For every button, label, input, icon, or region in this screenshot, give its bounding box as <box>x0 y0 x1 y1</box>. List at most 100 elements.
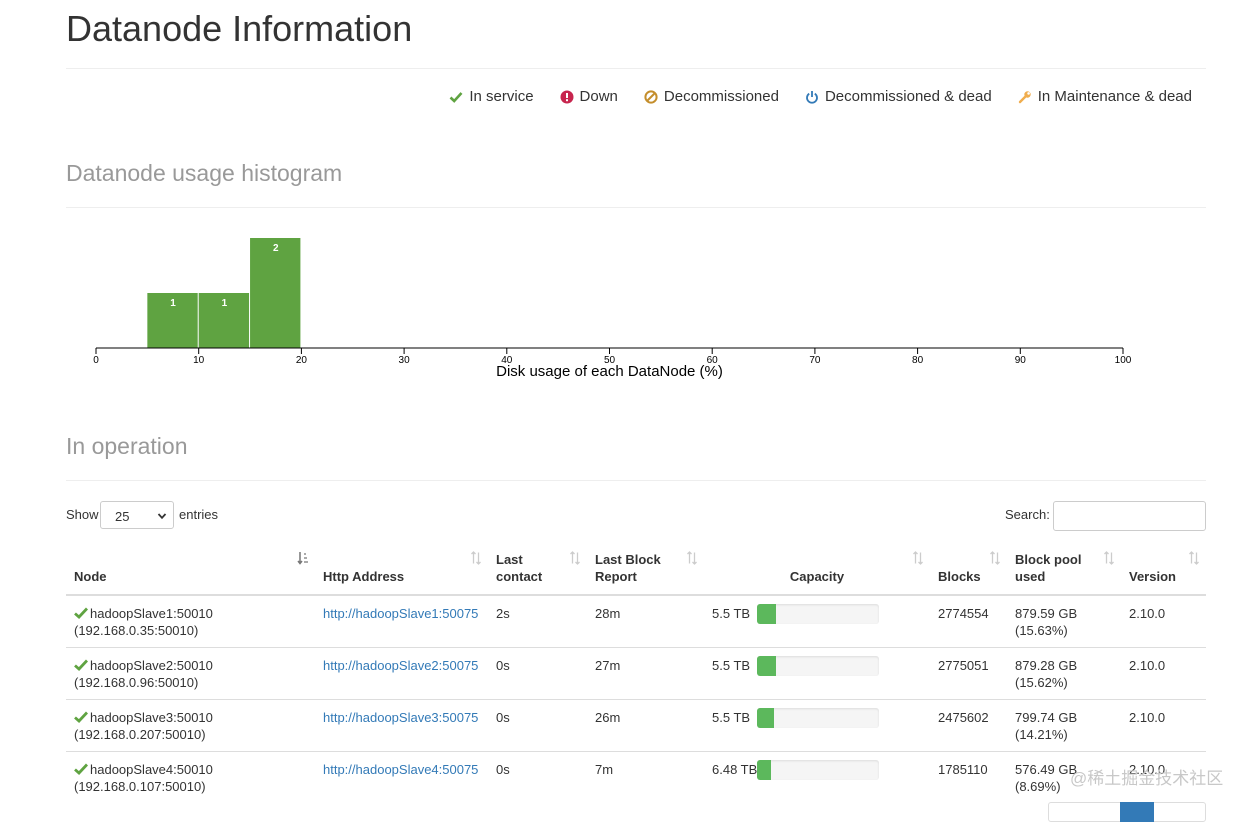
cell-blocks: 2774554 <box>930 594 1007 648</box>
wrench-icon <box>1018 90 1031 103</box>
cell-last-contact: 0s <box>488 699 587 752</box>
pool-used-value: 799.74 GB <box>1015 710 1078 725</box>
check-icon <box>74 763 88 775</box>
capacity-value: 6.48 TB <box>712 762 758 777</box>
http-address-link[interactable]: http://hadoopSlave4:50075 <box>323 762 479 777</box>
check-icon <box>74 659 88 671</box>
column-header-node[interactable]: Node <box>66 543 315 596</box>
capacity-value: 5.5 TB <box>712 606 751 621</box>
capacity-bar <box>757 760 879 780</box>
cell-last-block-report: 26m <box>587 699 704 752</box>
column-label: Node <box>74 569 107 584</box>
search-label: Search: <box>1005 507 1050 522</box>
cell-last-contact: 2s <box>488 594 587 648</box>
sort-icon <box>471 551 481 565</box>
x-axis-tick-label: 60 <box>707 355 719 366</box>
capacity-value: 5.5 TB <box>712 658 751 673</box>
page-title: Datanode Information <box>66 8 413 49</box>
cell-last-block-report: 7m <box>587 751 704 803</box>
table-row: hadoopSlave1:50010 (192.168.0.35:50010) ht… <box>66 594 1206 648</box>
table-row: hadoopSlave3:50010 (192.168.0.207:50010) h… <box>66 699 1206 752</box>
node-name: hadoopSlave2:50010 <box>90 658 213 673</box>
histogram-bar <box>250 238 301 348</box>
legend-label: Down <box>579 88 618 105</box>
cell-node: hadoopSlave4:50010 (192.168.0.107:50010) <box>66 751 315 803</box>
table-row: hadoopSlave2:50010 (192.168.0.96:50010) ht… <box>66 647 1206 700</box>
legend-label: In Maintenance & dead <box>1037 88 1192 105</box>
cell-node: hadoopSlave2:50010 (192.168.0.96:50010) <box>66 647 315 700</box>
legend-label: Decommissioned <box>663 88 779 105</box>
legend-down: Down <box>560 88 618 105</box>
cell-version: 2.10.0 <box>1121 751 1206 803</box>
node-ip: (192.168.0.35:50010) <box>74 623 199 638</box>
sort-icon <box>570 551 580 565</box>
column-header-last-block-report[interactable]: Last Block Report <box>587 543 704 596</box>
column-header-block-pool-used[interactable]: Block pool used <box>1007 543 1121 596</box>
cell-capacity: 5.5 TB <box>704 647 930 700</box>
cell-http: http://hadoopSlave3:50075 <box>315 699 488 752</box>
x-axis-tick-label: 20 <box>296 355 308 366</box>
column-label: Last Block Report <box>595 552 661 584</box>
pool-used-percent: (8.69%) <box>1015 779 1061 794</box>
cell-blocks: 2475602 <box>930 699 1007 752</box>
cell-capacity: 5.5 TB <box>704 594 930 648</box>
table-header-row: Node Http Address Last contact Last Bloc… <box>66 543 1206 596</box>
node-ip: (192.168.0.207:50010) <box>74 727 206 742</box>
entries-select[interactable]: 25 <box>100 501 174 529</box>
cell-version: 2.10.0 <box>1121 699 1206 752</box>
title-divider <box>66 68 1206 69</box>
capacity-bar-fill <box>757 604 777 624</box>
node-name: hadoopSlave1:50010 <box>90 606 213 621</box>
histogram-bar <box>198 293 250 348</box>
legend-label: In service <box>469 88 534 105</box>
node-ip: (192.168.0.96:50010) <box>74 675 199 690</box>
cell-http: http://hadoopSlave2:50075 <box>315 647 488 700</box>
capacity-value: 5.5 TB <box>712 710 751 725</box>
cell-capacity: 6.48 TB <box>704 751 930 803</box>
pool-used-percent: (15.62%) <box>1015 675 1068 690</box>
column-label: Capacity <box>789 569 845 584</box>
capacity-bar-fill <box>757 760 771 780</box>
x-axis-tick-label: 10 <box>193 355 205 366</box>
sort-icon <box>1104 551 1114 565</box>
capacity-bar-fill <box>757 656 777 676</box>
sort-icon <box>990 551 1000 565</box>
cell-http: http://hadoopSlave4:50075 <box>315 751 488 803</box>
table-row: hadoopSlave4:50010 (192.168.0.107:50010) h… <box>66 751 1206 803</box>
sort-icon <box>913 551 923 565</box>
cell-node: hadoopSlave1:50010 (192.168.0.35:50010) <box>66 594 315 648</box>
pool-used-percent: (14.21%) <box>1015 727 1068 742</box>
capacity-bar-fill <box>757 708 775 728</box>
status-legend: In service Down Decommissioned Decommiss… <box>449 88 1192 105</box>
operation-heading: In operation <box>66 433 188 459</box>
entries-label: entries <box>179 507 219 522</box>
node-name: hadoopSlave3:50010 <box>90 710 213 725</box>
column-header-capacity[interactable]: Capacity <box>704 543 930 596</box>
legend-decommissioned-dead: Decommissioned & dead <box>805 88 992 105</box>
cell-capacity: 5.5 TB <box>704 699 930 752</box>
sort-asc-icon <box>297 552 308 565</box>
check-icon <box>74 607 88 619</box>
http-address-link[interactable]: http://hadoopSlave2:50075 <box>323 658 479 673</box>
cell-blocks: 1785110 <box>930 751 1007 803</box>
capacity-bar <box>757 604 879 624</box>
http-address-link[interactable]: http://hadoopSlave1:50075 <box>323 606 479 621</box>
search-input[interactable] <box>1053 501 1206 531</box>
operation-divider <box>66 480 1206 481</box>
cell-node: hadoopSlave3:50010 (192.168.0.207:50010) <box>66 699 315 752</box>
sort-icon <box>1189 551 1199 565</box>
column-label: Last contact <box>496 552 543 584</box>
http-address-link[interactable]: http://hadoopSlave3:50075 <box>323 710 479 725</box>
pagination-current-page[interactable] <box>1120 802 1154 822</box>
column-header-last-contact[interactable]: Last contact <box>488 543 587 596</box>
cell-http: http://hadoopSlave1:50075 <box>315 594 488 648</box>
histogram-bar <box>147 293 198 348</box>
show-label: Show <box>66 507 99 522</box>
column-header-blocks[interactable]: Blocks <box>930 543 1007 596</box>
power-icon <box>806 90 818 104</box>
column-header-version[interactable]: Version <box>1121 543 1206 596</box>
column-header-http[interactable]: Http Address <box>315 543 488 596</box>
column-label: Version <box>1129 569 1176 584</box>
chevron-down-icon <box>157 513 167 520</box>
